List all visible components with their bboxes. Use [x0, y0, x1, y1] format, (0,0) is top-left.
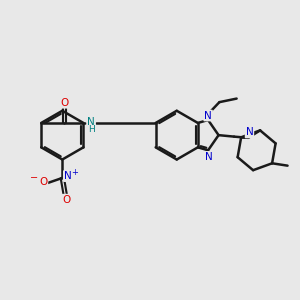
Text: +: + [71, 168, 78, 177]
Text: N: N [205, 152, 213, 162]
Text: N: N [204, 110, 212, 121]
Text: H: H [88, 125, 94, 134]
Text: N: N [246, 128, 254, 137]
Text: O: O [63, 195, 71, 205]
Text: O: O [39, 177, 47, 187]
Text: O: O [60, 98, 68, 108]
Text: −: − [30, 173, 38, 183]
Text: N: N [87, 117, 95, 127]
Text: N: N [64, 171, 71, 181]
